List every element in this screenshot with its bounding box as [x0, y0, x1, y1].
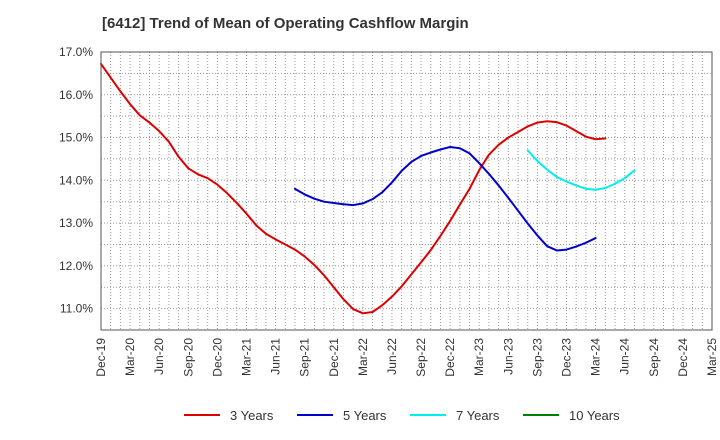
grid-lines — [101, 52, 712, 330]
x-tick-label: Dec-24 — [676, 338, 690, 377]
legend-label: 10 Years — [569, 407, 620, 423]
x-tick-label: Mar-22 — [356, 338, 370, 376]
x-tick-label: Dec-19 — [94, 338, 108, 377]
x-tick-label: Mar-21 — [239, 338, 253, 376]
legend-label: 3 Years — [230, 407, 274, 423]
x-tick-label: Mar-23 — [472, 338, 486, 376]
x-tick-label: Jun-22 — [385, 338, 399, 375]
y-tick-label: 17.0% — [59, 45, 93, 59]
legend-label: 5 Years — [343, 407, 387, 423]
series-line-7-years — [526, 149, 636, 191]
y-tick-label: 11.0% — [60, 302, 93, 316]
x-tick-label: Jun-23 — [501, 338, 515, 375]
y-tick-label: 13.0% — [59, 216, 93, 230]
x-tick-label: Sep-24 — [647, 338, 661, 377]
y-tick-label: 16.0% — [59, 88, 93, 102]
y-tick-label: 15.0% — [59, 131, 93, 145]
series-line-5-years — [293, 145, 597, 252]
legend-item: 3 Years — [184, 404, 273, 426]
legend-swatch — [297, 414, 333, 416]
plot-background — [101, 52, 712, 330]
legend-item: 5 Years — [297, 404, 386, 426]
legend-swatch — [410, 414, 446, 416]
legend-swatch — [523, 414, 559, 416]
plot-border — [100, 51, 713, 331]
legend-swatch — [184, 414, 220, 416]
y-tick-label: 12.0% — [59, 259, 93, 273]
x-tick-label: Mar-24 — [589, 338, 603, 376]
x-tick-label: Sep-20 — [181, 338, 195, 377]
x-axis-ticks: Dec-19 Mar-20 Jun-20 Sep-20 Dec-20 Mar-21 Jun-… — [94, 338, 719, 377]
chart-title: [6412] Trend of Mean of Operating Cashfl… — [102, 15, 469, 32]
series-line-3-years — [100, 62, 607, 315]
x-tick-label: Sep-21 — [298, 338, 312, 377]
series-lines — [100, 62, 636, 315]
x-tick-label: Jun-24 — [618, 338, 632, 375]
x-tick-label: Dec-20 — [210, 338, 224, 377]
x-tick-label: Mar-25 — [705, 338, 719, 376]
y-tick-label: 14.0% — [59, 173, 93, 187]
legend-item: 7 Years — [410, 404, 499, 426]
x-tick-label: Sep-23 — [530, 338, 544, 377]
y-axis-ticks: 11.0% 12.0% 13.0% 14.0% 15.0% 16.0% 17.0% — [59, 45, 93, 316]
legend-item: 10 Years — [523, 404, 620, 426]
x-tick-label: Dec-23 — [560, 338, 574, 377]
legend: 3 Years 5 Years 7 Years 10 Years — [0, 404, 720, 426]
x-tick-label: Dec-21 — [327, 338, 341, 377]
x-tick-label: Sep-22 — [414, 338, 428, 377]
legend-label: 7 Years — [456, 407, 500, 423]
x-tick-label: Jun-20 — [152, 338, 166, 375]
x-tick-label: Dec-22 — [443, 338, 457, 377]
x-tick-label: Jun-21 — [269, 338, 283, 375]
x-tick-label: Mar-20 — [123, 338, 137, 376]
